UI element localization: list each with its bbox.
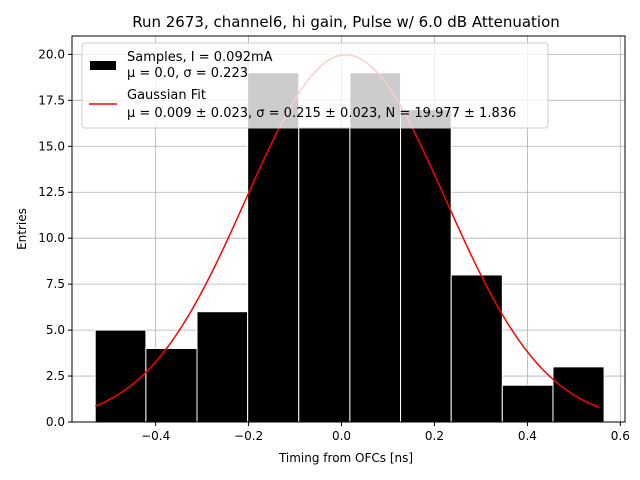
y-tick-label-4: 10.0 (38, 231, 65, 245)
y-tick-label-3: 7.5 (46, 277, 65, 291)
legend-label-fit-line1: Gaussian Fit (127, 88, 206, 103)
chart-title: Run 2673, channel6, hi gain, Pulse w/ 6.… (132, 13, 560, 31)
axis-ticks: −0.4 −0.2 0.0 0.2 0.4 0.6 0.0 2.5 5.0 7.5 10.0 12.5… (38, 47, 630, 443)
x-tick-label-3: 0.2 (425, 429, 444, 443)
y-tick-label-0: 0.0 (46, 415, 65, 429)
x-tick-label-2: 0.0 (332, 429, 351, 443)
histogram-bar-9 (552, 366, 605, 423)
histogram-bar-8 (501, 384, 554, 423)
y-tick-label-7: 17.5 (38, 93, 65, 107)
histogram-bar-0 (94, 329, 147, 423)
legend-label-fit-line2: μ = 0.009 ± 0.023, σ = 0.215 ± 0.023, N … (127, 106, 516, 121)
legend-label-samples-line2: μ = 0.0, σ = 0.223 (127, 66, 248, 81)
plot-frame (71, 35, 626, 423)
histogram-bar-1 (145, 347, 198, 423)
histogram-bar-7 (450, 274, 503, 423)
y-tick-label-6: 15.0 (38, 139, 65, 153)
histogram-bar-2 (196, 311, 249, 423)
histogram-bar-5 (349, 72, 402, 423)
histogram-bar-4 (298, 127, 351, 423)
x-tick-label-1: −0.2 (234, 429, 263, 443)
legend-label-samples-line1: Samples, I = 0.092mA (127, 50, 273, 65)
y-axis-label: Entries (15, 208, 29, 250)
histogram-bar-3 (247, 72, 300, 423)
y-tick-label-1: 2.5 (46, 369, 65, 383)
y-tick-label-8: 20.0 (38, 47, 65, 61)
histogram-bars (94, 72, 605, 423)
legend: Samples, I = 0.092mA μ = 0.0, σ = 0.223 … (81, 42, 549, 129)
x-axis-label: Timing from OFCs [ns] (278, 451, 413, 465)
x-tick-label-5: 0.6 (611, 429, 630, 443)
y-tick-label-2: 5.0 (46, 323, 65, 337)
x-tick-label-4: 0.4 (518, 429, 537, 443)
legend-swatch-samples (90, 61, 116, 70)
x-tick-label-0: −0.4 (141, 429, 170, 443)
y-tick-label-5: 12.5 (38, 185, 65, 199)
legend-box (81, 42, 549, 129)
